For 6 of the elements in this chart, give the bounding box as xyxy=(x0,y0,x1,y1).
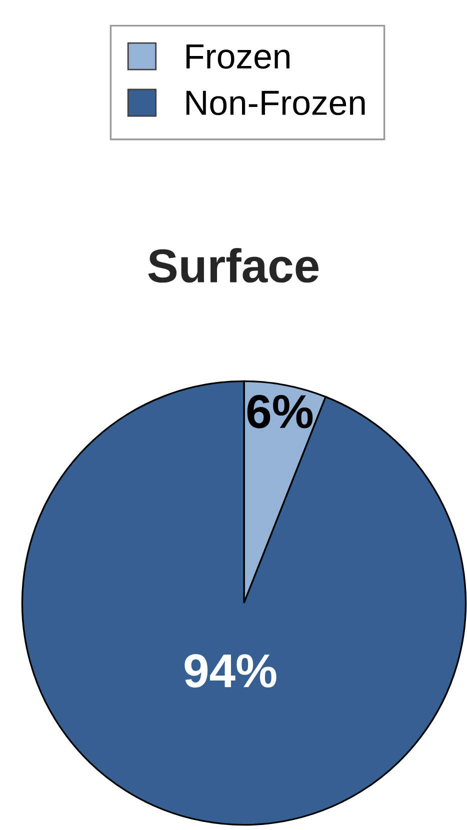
data-label: 6% xyxy=(247,394,313,428)
legend-label: Frozen xyxy=(186,44,290,69)
data-label: 94% xyxy=(184,654,276,688)
text: Surface xyxy=(148,248,319,283)
legend-label: Non-Frozen xyxy=(186,90,365,116)
pie-slice xyxy=(21,380,467,826)
